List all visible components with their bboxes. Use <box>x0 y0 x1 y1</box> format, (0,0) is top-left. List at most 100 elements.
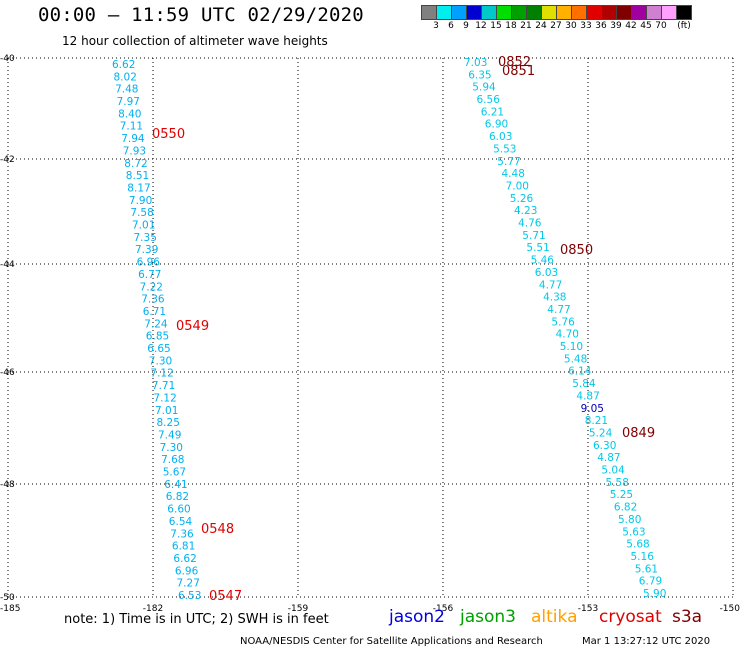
wave-height-value: 4.87 <box>597 452 620 464</box>
wave-height-value: 6.41 <box>164 479 187 491</box>
wave-height-value: 4.77 <box>539 279 562 291</box>
pass-time-label: 0550 <box>152 127 185 142</box>
legend-item-s3a: s3a <box>672 607 703 627</box>
wave-height-value: 5.53 <box>493 143 516 155</box>
color-scale-label: 21 <box>520 21 532 31</box>
wave-height-value: 5.84 <box>572 378 596 390</box>
wave-height-value: 4.23 <box>514 205 537 217</box>
wave-height-value: 7.94 <box>121 133 145 145</box>
page-title: 00:00 – 11:59 UTC 02/29/2020 <box>38 4 364 26</box>
color-scale-label: 70 <box>655 21 667 31</box>
wave-height-value: 5.90 <box>643 588 666 600</box>
wave-height-value: 6.21 <box>481 106 504 118</box>
wave-height-value: 6.53 <box>178 590 201 602</box>
legend-item-cryosat: cryosat <box>599 607 662 627</box>
wave-height-value: 5.67 <box>163 467 186 479</box>
wave-height-value: 7.48 <box>115 84 138 96</box>
color-scale-label: (ft) <box>677 21 691 31</box>
wave-height-value: 5.80 <box>618 514 641 526</box>
color-scale-label: 45 <box>640 21 652 31</box>
color-scale-label: 15 <box>490 21 502 31</box>
wave-height-value: 6.03 <box>489 131 512 143</box>
wave-height-value: 7.22 <box>140 281 163 293</box>
pass-time-label: 0851 <box>502 64 535 79</box>
wave-height-value: 6.71 <box>143 306 166 318</box>
wave-height-value: 6.65 <box>147 343 170 355</box>
latitude-label: -46 <box>0 368 15 378</box>
pass-time-label: 0849 <box>622 426 655 441</box>
wave-height-value: 6.96 <box>175 565 199 577</box>
wave-height-value: 6.60 <box>167 504 190 516</box>
wave-height-value: 6.03 <box>535 267 558 279</box>
pass-time-label: 0548 <box>201 522 234 537</box>
wave-height-value: 5.58 <box>606 477 629 489</box>
wave-height-value: 7.36 <box>170 528 194 540</box>
longitude-label: -153 <box>578 604 598 614</box>
wave-height-value: 5.04 <box>601 465 625 477</box>
longitude-label: -185 <box>0 604 20 614</box>
wave-height-value: 6.81 <box>172 541 195 553</box>
wave-height-value: 6.14 <box>568 366 592 378</box>
wave-height-value: 5.16 <box>631 551 655 563</box>
wave-height-value: 6.30 <box>593 440 616 452</box>
credit-line: NOAA/NESDIS Center for Satellite Applica… <box>240 636 543 647</box>
wave-height-value: 7.58 <box>130 207 153 219</box>
pass-time-label: 0549 <box>176 319 209 334</box>
wave-height-value: 5.24 <box>589 428 613 440</box>
wave-height-value: 7.39 <box>135 244 158 256</box>
wave-height-value: 7.49 <box>158 430 181 442</box>
longitude-label: -159 <box>288 604 309 614</box>
wave-height-value: 4.76 <box>518 218 542 230</box>
wave-height-value: 7.01 <box>155 405 178 417</box>
latitude-label: -50 <box>0 593 15 603</box>
wave-height-value: 5.46 <box>531 255 555 267</box>
color-scale-label: 24 <box>535 21 547 31</box>
wave-height-value: 6.96 <box>137 257 161 269</box>
wave-height-value: 8.25 <box>157 417 180 429</box>
wave-height-value: 5.68 <box>626 539 649 551</box>
latitude-label: -42 <box>0 155 15 165</box>
legend-item-altika: altika <box>531 607 578 627</box>
wave-height-value: 8.51 <box>126 170 149 182</box>
color-scale-label: 18 <box>505 21 517 31</box>
wave-height-value: 5.61 <box>635 563 658 575</box>
longitude-label: -156 <box>433 604 454 614</box>
wave-height-value: 5.77 <box>497 156 520 168</box>
wave-height-value: 9.05 <box>581 403 604 415</box>
color-scale-label: 9 <box>463 21 469 31</box>
color-scale-label: 33 <box>580 21 592 31</box>
wave-height-value: 6.82 <box>166 491 189 503</box>
wave-height-value: 5.71 <box>522 230 545 242</box>
wave-height-value: 4.38 <box>543 292 566 304</box>
wave-height-value: 7.68 <box>161 454 184 466</box>
wave-height-value: 7.35 <box>134 232 157 244</box>
wave-height-value: 8.02 <box>114 71 137 83</box>
satellite-tracks: 6.628.027.487.978.407.117.947.938.728.51… <box>112 57 666 602</box>
wave-height-value: 6.79 <box>639 576 662 588</box>
color-scale-bar <box>421 5 692 20</box>
color-scale-label: 12 <box>475 21 487 31</box>
wave-height-value: 7.27 <box>177 578 200 590</box>
wave-height-value: 7.01 <box>132 220 155 232</box>
color-scale-label: 3 <box>433 21 439 31</box>
wave-height-value: 8.72 <box>124 158 147 170</box>
wave-height-value: 6.85 <box>146 331 169 343</box>
latitude-label: -44 <box>0 260 15 270</box>
wave-height-value: 6.62 <box>173 553 196 565</box>
wave-height-value: 5.94 <box>472 82 496 94</box>
wave-height-value: 7.93 <box>123 145 146 157</box>
generated-timestamp: Mar 1 13:27:12 UTC 2020 <box>582 636 711 647</box>
page-subtitle: 12 hour collection of altimeter wave hei… <box>62 34 328 48</box>
wave-height-value: 7.12 <box>150 368 173 380</box>
wave-height-value: 7.90 <box>129 195 152 207</box>
latitude-label: -40 <box>0 54 15 64</box>
latitude-label: -48 <box>0 480 15 490</box>
wave-height-value: 6.90 <box>485 119 508 131</box>
axis-labels: -40 -42 -44 -46 -48 -50-185 -182 -159 -156 -153 -1… <box>0 54 740 614</box>
wave-height-value: 7.30 <box>160 442 183 454</box>
wave-height-value: 7.12 <box>153 392 176 404</box>
color-scale-labels: 3 6 9 12 15 18 21 24 27 30 33 36 39 42 45 70 (ft) <box>421 21 740 33</box>
wave-height-value: 4.77 <box>547 304 570 316</box>
